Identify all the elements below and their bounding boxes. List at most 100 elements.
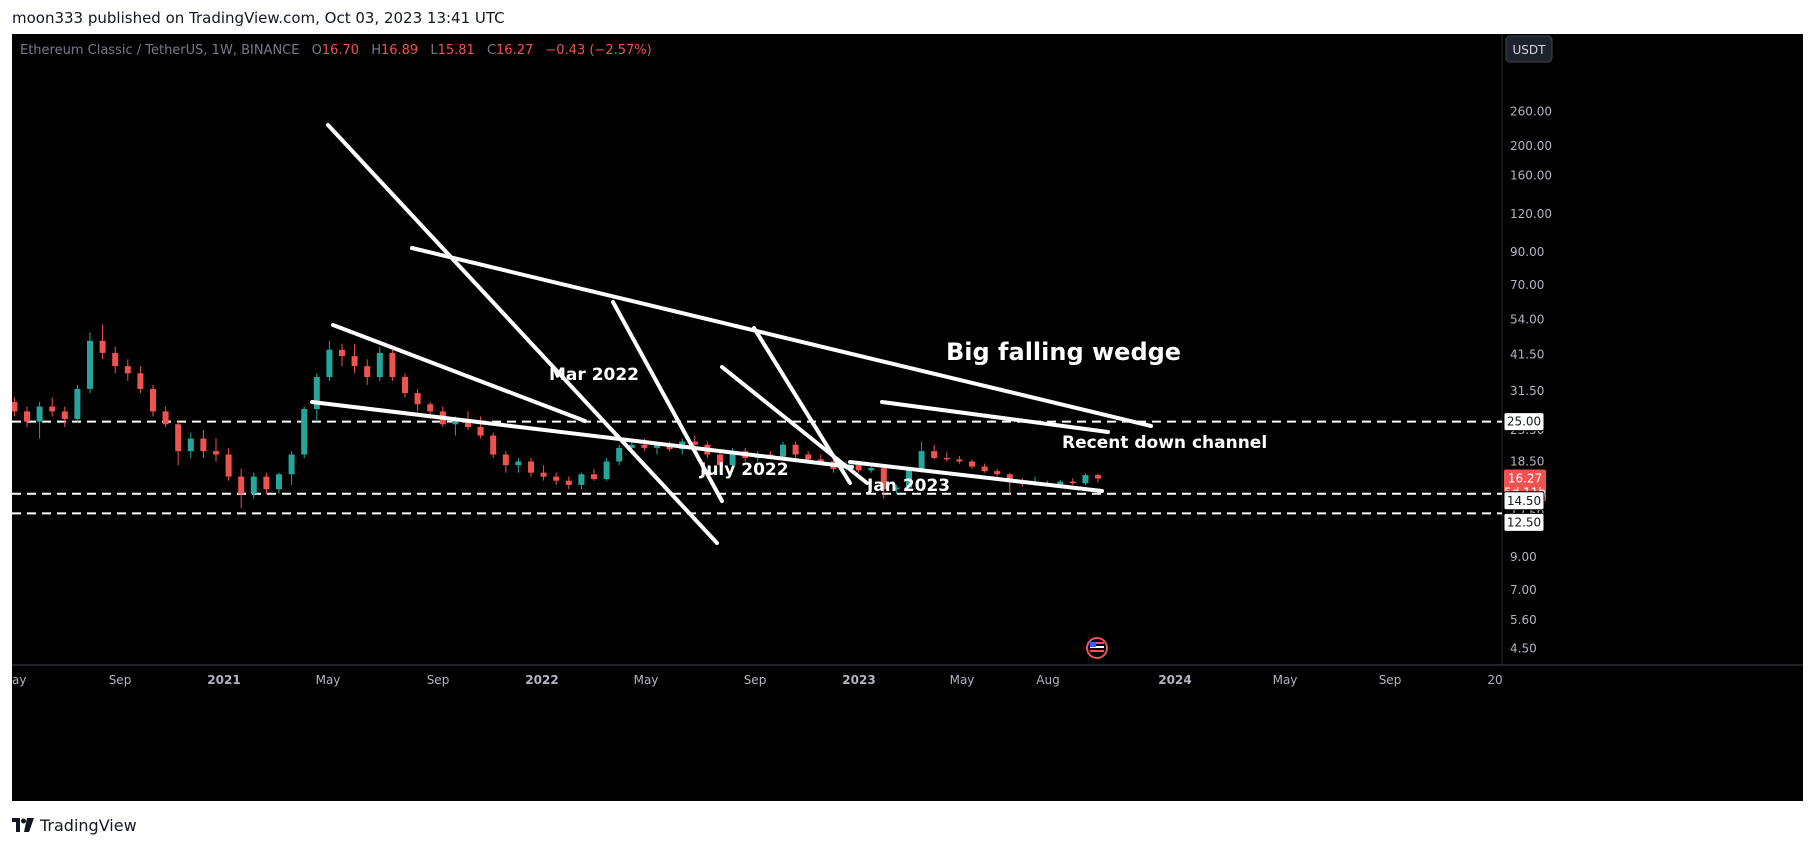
x-tick-label: May <box>1273 673 1298 687</box>
candle-body <box>200 438 207 452</box>
y-tick-label: 7.00 <box>1510 583 1537 597</box>
annotation-recent-down-channel: Recent down channel <box>1062 433 1267 453</box>
currency-button[interactable]: USDT <box>1505 35 1553 63</box>
x-tick-label: Sep <box>744 673 767 687</box>
candle-body <box>452 418 459 425</box>
annotation-july-2022: July 2022 <box>699 460 789 480</box>
y-tick-label: 31.50 <box>1510 384 1544 398</box>
candle-body <box>213 451 219 455</box>
price-badge-label: 12.50 <box>1507 515 1541 529</box>
wedge-lower-line <box>310 400 854 469</box>
candle-body <box>288 454 295 475</box>
candle-body <box>402 377 408 394</box>
y-tick-label: 5.60 <box>1510 613 1537 627</box>
price-badge-label: 25.00 <box>1507 415 1541 429</box>
candle-body <box>943 457 950 460</box>
candle-body <box>717 454 723 466</box>
candle-body <box>36 406 43 422</box>
candle-body <box>956 459 963 462</box>
candle-body <box>238 476 245 494</box>
candle-body <box>691 441 698 445</box>
currency-button-label: USDT <box>1513 43 1547 57</box>
annotation-mar-2022: Mar 2022 <box>549 365 639 385</box>
candle-body <box>578 474 585 485</box>
candle-body <box>427 404 434 412</box>
candle-body <box>263 476 270 490</box>
x-tick-label: 2023 <box>842 673 875 687</box>
candle-body <box>175 424 182 452</box>
candle-body <box>805 454 812 460</box>
us-flag-icon[interactable] <box>1086 637 1108 659</box>
open-label: O <box>312 43 322 58</box>
y-tick-label: 4.50 <box>1510 642 1537 656</box>
candle-body <box>61 411 68 419</box>
trendline-aug-2022 <box>720 365 869 485</box>
candle-body <box>817 459 824 462</box>
low-value: 15.81 <box>438 43 475 58</box>
channel-upper-line <box>880 400 1110 434</box>
y-tick-label: 54.00 <box>1510 313 1544 327</box>
price-badge-box <box>1503 491 1545 511</box>
x-tick-label: Aug <box>1036 673 1059 687</box>
candle-body <box>24 411 30 422</box>
candle-body <box>553 476 560 481</box>
candle-body <box>1069 481 1076 484</box>
y-tick-label: 120.00 <box>1510 207 1552 221</box>
candle-body <box>792 444 799 455</box>
candle-body <box>1082 475 1089 484</box>
candle-body <box>11 401 18 412</box>
candle-body <box>225 454 232 477</box>
y-tick-label: 41.50 <box>1510 347 1544 361</box>
candle-body <box>137 373 144 389</box>
x-tick-label: May <box>950 673 975 687</box>
candle-body <box>603 461 610 480</box>
candle-body <box>502 454 509 466</box>
y-tick-label: 90.00 <box>1510 245 1544 259</box>
trendline-mar-2022 <box>611 300 724 503</box>
candle-body <box>729 451 736 466</box>
y-tick-label: 70.00 <box>1510 278 1544 292</box>
instrument-label: Ethereum Classic / TetherUS, 1W, BINANCE <box>20 43 299 58</box>
candle-body <box>780 444 786 457</box>
open-value: 16.70 <box>322 43 359 58</box>
price-chart[interactable]: Ethereum Classic / TetherUS, 1W, BINANCE… <box>11 34 1803 801</box>
x-tick-label: ay <box>12 673 26 687</box>
y-tick-label: 200.00 <box>1510 139 1552 153</box>
candle-body <box>326 349 333 378</box>
candle-body <box>616 447 623 462</box>
candle-body <box>969 461 975 467</box>
candle-body <box>931 451 938 458</box>
candle-body <box>591 474 597 480</box>
x-tick-label: May <box>316 673 341 687</box>
candle-body <box>301 408 308 455</box>
candle-body <box>112 352 119 367</box>
trendline-lower-2021 <box>331 323 587 423</box>
price-badge-label: 14.50 <box>1507 494 1541 508</box>
x-tick-label: 2021 <box>207 673 240 687</box>
y-tick-label: 18.50 <box>1510 454 1544 468</box>
candle-body <box>49 406 56 412</box>
candle-body <box>1006 474 1013 483</box>
candle-body <box>1057 481 1064 485</box>
price-badge: 12.50 <box>1503 512 1545 532</box>
candle-body <box>918 451 925 471</box>
candle-body <box>187 438 194 452</box>
brand-label: TradingView <box>40 815 137 835</box>
close-label: C <box>487 43 496 58</box>
candle-body <box>162 411 169 425</box>
chart-frame: Ethereum Classic / TetherUS, 1W, BINANCE… <box>11 34 1803 801</box>
x-tick-label: Sep <box>1379 673 1402 687</box>
price-badge: 25.00 <box>1503 412 1545 432</box>
candle-body <box>855 465 862 471</box>
annotation-big-falling-wedge: Big falling wedge <box>946 338 1181 366</box>
publisher-line: moon333 published on TradingView.com, Oc… <box>12 9 505 27</box>
x-tick-label: May <box>634 673 659 687</box>
candle-body <box>250 476 257 494</box>
current-price-label: 16.27 <box>1508 472 1542 486</box>
candle-body <box>893 487 900 490</box>
footer: TradingView <box>12 814 137 836</box>
annotation-jan-2023: Jan 2023 <box>866 476 950 496</box>
candle-body <box>981 466 988 472</box>
candle-body <box>994 471 1001 475</box>
candle-body <box>880 468 887 490</box>
